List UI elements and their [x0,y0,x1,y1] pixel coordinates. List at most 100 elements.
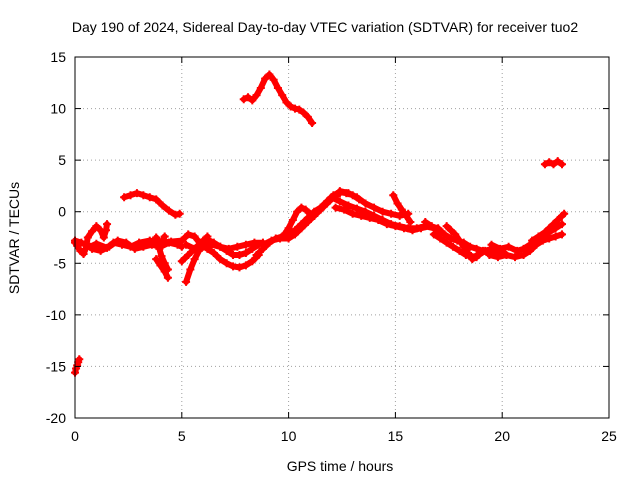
data-point-marker [177,236,186,245]
data-point-marker [389,191,398,200]
data-point-marker [252,91,261,100]
data-point-marker [278,91,287,100]
series-track-mid-morning [120,189,184,219]
data-point-marker [459,242,468,251]
data-point-marker [549,160,558,169]
data-point-marker [284,234,293,243]
data-point-marker [558,160,567,169]
data-point-marker [340,205,349,214]
data-point-marker [291,230,300,239]
data-point-marker [451,230,460,239]
data-point-marker [446,234,455,243]
data-point-marker [248,257,257,266]
data-point-marker [540,160,549,169]
data-point-marker [365,213,374,222]
data-point-marker [344,201,353,210]
data-point-marker [487,240,496,249]
data-point-marker [421,218,430,227]
data-point-marker [429,230,438,239]
data-point-marker [404,209,413,218]
data-point-marker [297,203,306,212]
series-track-early-low [71,355,84,377]
series-track-21-23h-c [528,209,569,245]
y-tick-label: 15 [50,49,66,65]
data-point-marker [152,195,161,204]
data-point-marker [99,233,108,242]
data-point-marker [233,242,242,251]
data-point-marker [485,251,494,260]
data-point-marker [216,255,225,264]
data-point-marker [216,242,225,251]
data-point-marker [199,236,208,245]
data-point-marker [276,234,285,243]
data-point-marker [538,236,547,245]
x-tick-label: 5 [178,428,186,444]
series-line [153,256,171,281]
data-point-marker [163,273,172,282]
x-tick-label: 20 [494,428,510,444]
data-point-marker [519,251,528,260]
data-point-marker [560,209,569,218]
data-point-marker [235,263,244,272]
data-point-marker [152,255,161,264]
series-line [260,190,343,248]
data-point-marker [316,205,325,214]
data-point-marker [288,215,297,224]
data-point-marker [158,201,167,210]
data-point-marker [241,261,250,270]
data-point-marker [504,242,513,251]
data-point-marker [525,246,534,255]
data-point-marker [139,191,148,200]
series-track-dip-4h [152,255,172,282]
data-point-marker [528,236,537,245]
data-point-marker [553,215,562,224]
data-point-marker [291,104,300,113]
data-point-marker [442,238,451,247]
data-point-marker [190,255,199,264]
series-track-high-8h [239,70,317,128]
data-point-marker [92,239,101,248]
data-point-marker [284,224,293,233]
data-point-marker [286,102,295,111]
data-point-marker [297,224,306,233]
data-point-marker [157,252,166,261]
data-point-marker [130,244,139,253]
data-point-marker [374,215,383,224]
data-point-marker [113,236,122,245]
data-point-marker [446,226,455,235]
data-point-marker [361,199,370,208]
data-point-marker [558,230,567,239]
data-point-marker [370,203,379,212]
data-point-marker [103,220,112,229]
data-point-marker [493,253,502,262]
data-point-marker [222,259,231,268]
data-point-marker [352,204,361,213]
data-point-marker [126,191,135,200]
data-point-marker [293,207,302,216]
data-point-marker [182,240,191,249]
data-point-marker [77,238,86,247]
data-point-marker [75,355,84,364]
data-point-marker [455,236,464,245]
data-point-marker [534,232,543,241]
data-point-marker [335,197,344,206]
data-point-marker [265,70,274,79]
data-point-marker [252,251,261,260]
data-point-marker [348,209,357,218]
data-point-marker [436,234,445,243]
series-track-15h-spike [389,191,415,227]
data-point-marker [545,158,554,167]
data-point-marker [248,96,257,105]
series-track-22h-high [540,157,567,169]
data-point-marker [160,259,169,268]
data-point-marker [79,250,88,259]
x-tick-label: 15 [388,428,404,444]
data-point-marker [92,222,101,231]
data-point-marker [258,240,267,249]
data-point-marker [387,209,396,218]
data-point-marker [310,211,319,220]
series-track-17h-dip [442,222,481,264]
data-point-marker [105,242,114,251]
data-point-marker [235,251,244,260]
